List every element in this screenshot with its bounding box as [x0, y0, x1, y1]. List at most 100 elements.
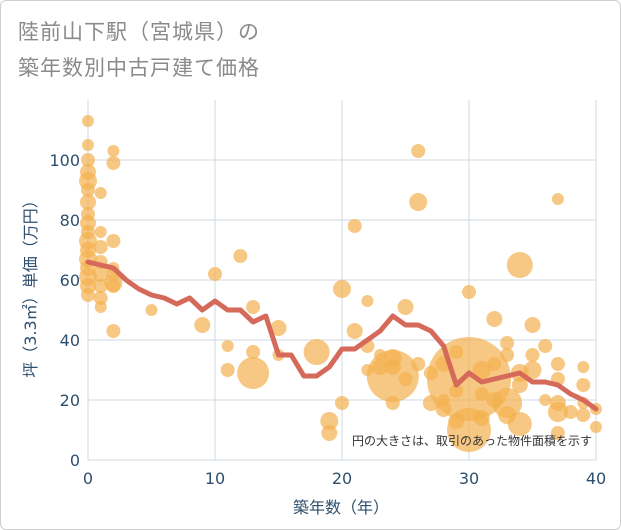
data-bubble [246, 300, 261, 314]
average-price-line [85, 259, 599, 412]
data-bubble [486, 311, 503, 327]
data-bubble [397, 299, 414, 315]
data-bubble [92, 266, 109, 282]
y-tick-label: 80 [60, 211, 80, 230]
data-bubble [270, 320, 287, 336]
y-tick-label: 0 [70, 451, 80, 470]
data-bubble [81, 183, 95, 197]
data-bubble [563, 405, 578, 419]
data-bubble [398, 372, 413, 386]
x-tick-label: 10 [205, 469, 225, 488]
data-bubble [233, 249, 248, 263]
data-bubble [385, 396, 400, 410]
data-bubble [81, 153, 95, 167]
data-bubble [498, 406, 517, 424]
data-bubble [93, 291, 108, 305]
title-line-1: 陸前山下駅（宮城県）の [18, 20, 260, 44]
data-bubble [411, 144, 426, 158]
bubble-series [79, 115, 602, 452]
data-bubble [321, 425, 338, 441]
data-bubble [511, 377, 528, 393]
data-bubble [576, 408, 591, 422]
data-bubble [93, 279, 108, 293]
data-bubble [94, 187, 107, 199]
data-bubble [208, 267, 222, 281]
data-bubble [500, 348, 515, 362]
data-bubble [384, 359, 401, 375]
data-bubble [246, 345, 261, 359]
data-bubble [80, 242, 96, 258]
data-bubble [462, 285, 476, 299]
data-bubble [361, 295, 374, 307]
data-bubble [361, 364, 374, 376]
data-bubble [500, 336, 515, 350]
data-bubble [549, 395, 566, 411]
data-bubble [106, 156, 121, 170]
data-bubble [94, 301, 107, 313]
data-bubble [538, 339, 553, 353]
y-tick-label: 100 [49, 151, 80, 170]
data-bubble [422, 395, 439, 411]
data-bubble [303, 339, 330, 365]
x-tick-label: 40 [586, 469, 606, 488]
data-bubble [473, 410, 490, 426]
data-bubble [448, 413, 465, 429]
data-bubble [550, 357, 565, 371]
data-bubble [106, 234, 121, 248]
data-bubble [550, 426, 565, 440]
data-bubble [106, 324, 121, 338]
data-bubble [106, 279, 121, 293]
data-bubble [487, 357, 502, 371]
data-bubble [449, 345, 464, 359]
data-bubble [93, 240, 108, 254]
data-bubble [335, 396, 349, 410]
data-bubble [525, 348, 540, 362]
data-bubble [346, 323, 363, 339]
data-bubble [94, 226, 107, 238]
y-tick-label: 40 [60, 331, 80, 350]
data-bubble [82, 115, 94, 127]
data-bubble [409, 193, 428, 211]
bubble-size-note: 円の大きさは、取引のあった物件面積を示す [352, 433, 592, 448]
data-bubble [80, 164, 96, 180]
data-bubble [220, 363, 235, 377]
data-bubble [486, 392, 503, 408]
data-bubble [107, 145, 120, 157]
chart-title: 陸前山下駅（宮城県）の 築年数別中古戸建て価格 [18, 14, 260, 86]
data-bubble [577, 361, 590, 373]
x-tick-label: 20 [332, 469, 352, 488]
data-bubble [411, 357, 426, 371]
data-bubble [423, 366, 438, 380]
data-bubble [374, 349, 387, 361]
data-bubble [449, 384, 464, 398]
data-bubble [506, 252, 533, 278]
data-bubble [523, 361, 542, 379]
trend-line-series [85, 259, 599, 412]
data-bubble [221, 340, 234, 352]
data-bubble [551, 193, 564, 205]
data-bubble [472, 361, 491, 379]
data-bubble [81, 207, 95, 221]
data-bubble [347, 219, 362, 233]
data-bubble [372, 359, 389, 375]
y-tick-label: 60 [60, 271, 80, 290]
data-bubble [435, 401, 452, 417]
title-line-2: 築年数別中古戸建て価格 [18, 56, 260, 80]
data-bubble [82, 139, 94, 151]
axes: 0 10 20 30 40 0 20 40 60 80 100 [49, 151, 606, 488]
data-bubble [194, 317, 211, 333]
x-axis-title: 築年数（年） [293, 498, 389, 517]
x-tick-label: 0 [83, 469, 93, 488]
data-bubble [81, 225, 95, 239]
data-bubble [576, 378, 591, 392]
data-bubble [80, 194, 96, 210]
data-bubble [524, 317, 541, 333]
data-bubble [145, 304, 158, 316]
y-axis-title: 坪（3.3㎡）単価（万円） [21, 192, 40, 377]
data-bubble [474, 387, 489, 401]
data-bubble [437, 394, 450, 406]
data-bubble [590, 421, 602, 433]
data-bubble [539, 394, 552, 406]
data-bubble [81, 288, 95, 302]
